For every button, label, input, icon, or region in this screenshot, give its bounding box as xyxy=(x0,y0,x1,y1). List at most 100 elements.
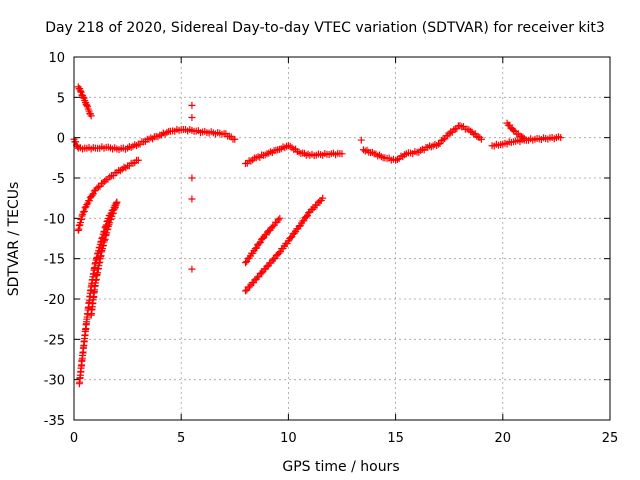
data-point xyxy=(188,195,196,203)
series-mid-arc-a xyxy=(242,214,284,267)
data-point xyxy=(302,213,310,221)
y-tick-label: -15 xyxy=(44,253,65,268)
data-point xyxy=(510,126,518,134)
data-point xyxy=(361,147,369,155)
x-tick-label: 0 xyxy=(70,431,78,446)
series-near-zero-segment-4 xyxy=(488,133,565,150)
x-tick-label: 5 xyxy=(177,431,185,446)
data-point xyxy=(72,138,80,146)
x-tick-label: 25 xyxy=(602,431,619,446)
data-point xyxy=(287,234,295,242)
data-point xyxy=(450,126,458,134)
data-point xyxy=(99,179,107,187)
data-point xyxy=(276,214,284,222)
data-point xyxy=(477,135,485,143)
data-point xyxy=(147,134,155,142)
data-point xyxy=(473,132,481,140)
series-early-positive-arc xyxy=(74,83,95,120)
y-tick-label: -20 xyxy=(44,293,65,308)
data-point xyxy=(242,287,250,295)
series-mid-arc-b xyxy=(242,194,327,295)
data-point xyxy=(109,209,117,217)
data-point xyxy=(111,204,119,212)
y-tick-labels: -35 -30 -25 -20 -15 -10 -5 0 5 10 xyxy=(44,51,65,429)
data-point xyxy=(79,93,87,101)
data-point xyxy=(188,265,196,273)
data-point xyxy=(83,201,91,209)
data-point xyxy=(256,239,264,247)
data-point xyxy=(112,199,120,207)
data-point xyxy=(231,135,239,143)
data-marks xyxy=(70,83,565,388)
data-point xyxy=(258,269,266,277)
data-point xyxy=(274,216,282,224)
data-point xyxy=(303,212,311,220)
y-tick-label: -35 xyxy=(44,414,65,429)
series-near-zero-segment-2 xyxy=(242,142,346,167)
data-point xyxy=(96,182,104,190)
data-point xyxy=(520,134,528,142)
plot-frame xyxy=(73,56,611,421)
data-point xyxy=(242,259,250,267)
series-near-zero-segment-3 xyxy=(359,122,485,164)
data-point xyxy=(87,112,95,120)
data-point xyxy=(439,136,447,144)
series-late-positive-arc xyxy=(503,119,528,142)
data-point xyxy=(271,254,279,262)
data-point xyxy=(436,139,444,147)
y-tick-label: 5 xyxy=(57,91,65,106)
data-point xyxy=(253,244,261,252)
data-point xyxy=(73,143,81,151)
data-point xyxy=(519,133,527,141)
series-descending-arc-a xyxy=(74,156,142,234)
data-point xyxy=(269,223,277,231)
data-point xyxy=(111,203,119,211)
data-point xyxy=(104,222,112,230)
data-point xyxy=(188,114,196,121)
data-point xyxy=(80,207,88,215)
x-axis-label: GPS time / hours xyxy=(282,459,399,475)
data-point xyxy=(338,150,346,158)
data-point xyxy=(106,219,114,227)
data-point xyxy=(188,101,196,109)
data-point xyxy=(76,87,84,95)
y-axis-label: SDTVAR / TECUs xyxy=(6,182,22,297)
data-point xyxy=(357,136,365,144)
data-point xyxy=(557,134,565,142)
series-isolated-points xyxy=(188,101,365,273)
data-point xyxy=(275,249,283,257)
data-point xyxy=(83,101,91,109)
data-point xyxy=(95,183,103,191)
y-tick-label: 10 xyxy=(48,51,65,66)
y-tick-label: -25 xyxy=(44,333,65,348)
series-descending-arc-c xyxy=(87,198,121,319)
data-point xyxy=(288,233,296,241)
y-tick-label: -10 xyxy=(44,212,65,227)
y-tick-label: -30 xyxy=(44,374,65,389)
data-point xyxy=(319,194,327,202)
data-point xyxy=(243,258,251,266)
data-point xyxy=(456,122,464,130)
y-tick-label: 0 xyxy=(57,132,65,147)
x-tick-label: 20 xyxy=(495,431,512,446)
data-point xyxy=(467,127,475,135)
y-tick-label: -5 xyxy=(52,172,65,187)
data-point xyxy=(434,140,442,148)
grid xyxy=(73,56,611,421)
series-descending-arc-b xyxy=(75,198,121,388)
x-tick-label: 15 xyxy=(387,431,404,446)
data-point xyxy=(134,156,142,164)
data-point xyxy=(79,208,87,216)
data-point xyxy=(255,240,263,248)
x-tick-labels: 0 5 10 15 20 25 xyxy=(70,431,618,446)
x-tick-label: 10 xyxy=(280,431,297,446)
data-point xyxy=(93,184,101,192)
chart-title: Day 218 of 2020, Sidereal Day-to-day VTE… xyxy=(45,20,605,36)
series-near-zero-segment-1 xyxy=(70,125,239,154)
data-point xyxy=(300,217,308,225)
data-point xyxy=(188,174,196,182)
data-point xyxy=(85,197,93,205)
data-point xyxy=(263,263,271,271)
data-point xyxy=(133,142,141,150)
